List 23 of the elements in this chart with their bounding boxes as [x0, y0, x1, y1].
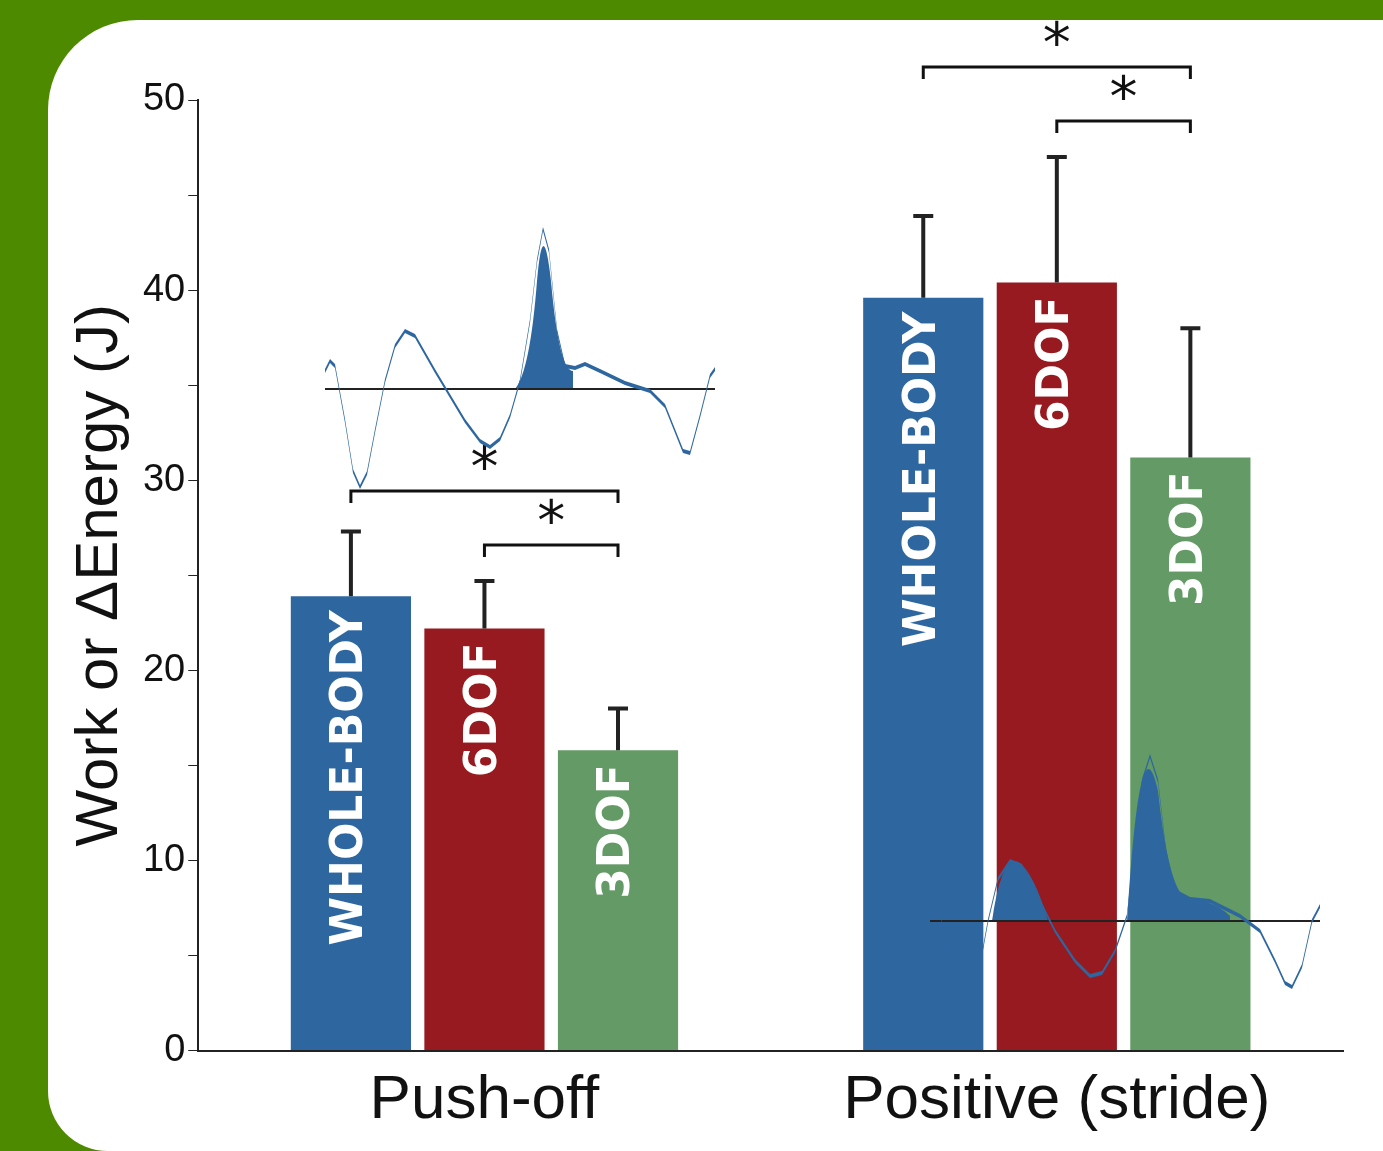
y-tick-label: 10	[142, 836, 186, 879]
annotation: *	[1109, 63, 1138, 129]
series-label: 3DOF	[588, 764, 640, 899]
bar	[557, 750, 679, 1051]
y-tick-label: 30	[142, 456, 186, 499]
annotation: *	[537, 487, 566, 553]
annotation: *	[470, 433, 499, 499]
bar	[996, 282, 1117, 1051]
text: WHOLE-BODY	[321, 610, 373, 946]
x-tick-label: Push-off	[369, 1061, 601, 1131]
y-axis-title: Work or ΔEnergy (J)	[62, 304, 130, 847]
y-tick-label: 20	[142, 646, 186, 689]
text: *	[1042, 9, 1071, 75]
y-tick-label: 40	[142, 266, 186, 309]
text: 6DOF	[1027, 296, 1079, 432]
y-tick-label: 0	[164, 1027, 186, 1070]
bar	[424, 628, 545, 1051]
series-label: 6DOF	[454, 642, 506, 778]
bar	[863, 297, 984, 1051]
series-label: WHOLE-BODY	[893, 310, 945, 647]
y-tick-label: 50	[142, 76, 186, 119]
text: 3DOF	[1160, 471, 1212, 607]
x-tick-label: Positive (stride)	[843, 1061, 1271, 1131]
